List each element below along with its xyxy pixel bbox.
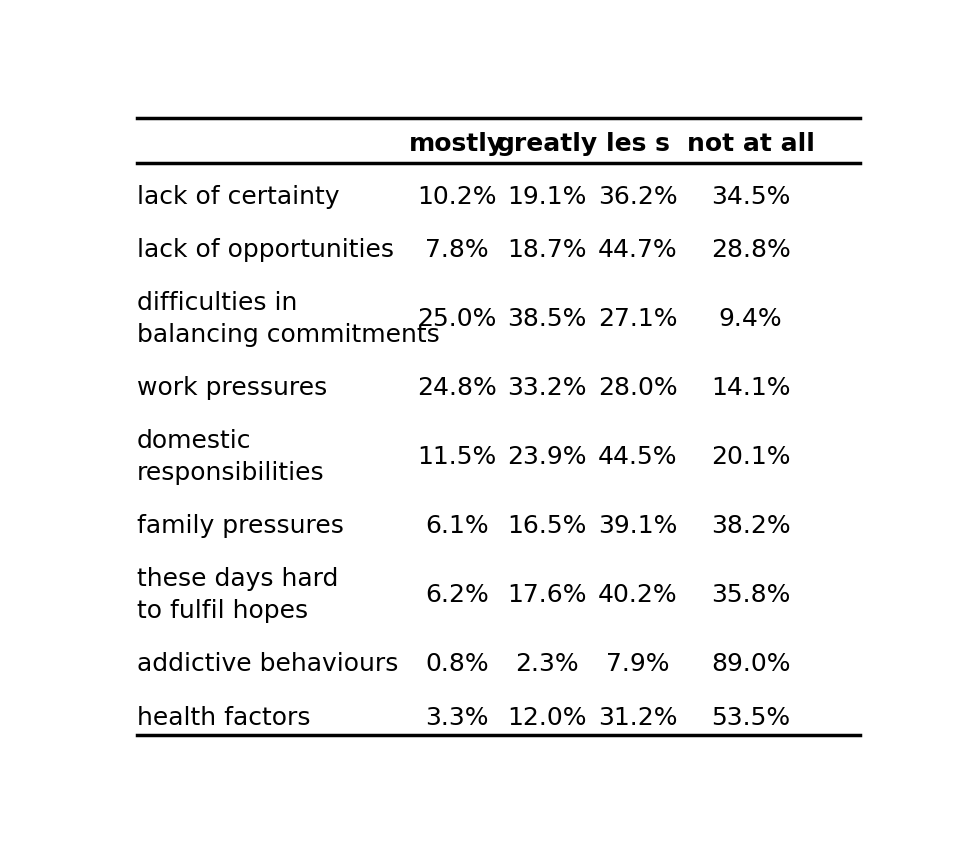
Text: 6.1%: 6.1% — [425, 514, 489, 538]
Text: work pressures: work pressures — [136, 376, 327, 400]
Text: 24.8%: 24.8% — [417, 376, 497, 400]
Text: 35.8%: 35.8% — [711, 583, 790, 607]
Text: 38.5%: 38.5% — [507, 307, 587, 331]
Text: 6.2%: 6.2% — [425, 583, 489, 607]
Text: 12.0%: 12.0% — [507, 706, 587, 730]
Text: 44.5%: 44.5% — [598, 445, 677, 470]
Text: 25.0%: 25.0% — [417, 307, 497, 331]
Text: 9.4%: 9.4% — [718, 307, 782, 331]
Text: 17.6%: 17.6% — [507, 583, 587, 607]
Text: domestic
responsibilities: domestic responsibilities — [136, 430, 325, 485]
Text: 33.2%: 33.2% — [507, 376, 587, 400]
Text: health factors: health factors — [136, 706, 310, 730]
Text: 2.3%: 2.3% — [515, 652, 579, 676]
Text: 23.9%: 23.9% — [507, 445, 587, 470]
Text: 31.2%: 31.2% — [598, 706, 677, 730]
Text: les s: les s — [606, 132, 670, 156]
Text: 34.5%: 34.5% — [711, 184, 790, 209]
Text: difficulties in
balancing commitments: difficulties in balancing commitments — [136, 291, 439, 347]
Text: 44.7%: 44.7% — [598, 238, 677, 262]
Text: 28.8%: 28.8% — [711, 238, 790, 262]
Text: mostly: mostly — [409, 132, 504, 156]
Text: 10.2%: 10.2% — [417, 184, 497, 209]
Text: addictive behaviours: addictive behaviours — [136, 652, 398, 676]
Text: 7.9%: 7.9% — [606, 652, 670, 676]
Text: 39.1%: 39.1% — [598, 514, 677, 538]
Text: 20.1%: 20.1% — [711, 445, 790, 470]
Text: 3.3%: 3.3% — [425, 706, 489, 730]
Text: 16.5%: 16.5% — [507, 514, 587, 538]
Text: 28.0%: 28.0% — [598, 376, 677, 400]
Text: 40.2%: 40.2% — [598, 583, 677, 607]
Text: 36.2%: 36.2% — [598, 184, 677, 209]
Text: 53.5%: 53.5% — [711, 706, 790, 730]
Text: lack of certainty: lack of certainty — [136, 184, 339, 209]
Text: 11.5%: 11.5% — [417, 445, 497, 470]
Text: 27.1%: 27.1% — [598, 307, 677, 331]
Text: these days hard
to fulfil hopes: these days hard to fulfil hopes — [136, 568, 338, 624]
Text: not at all: not at all — [686, 132, 815, 156]
Text: lack of opportunities: lack of opportunities — [136, 238, 394, 262]
Text: greatly: greatly — [497, 132, 598, 156]
Text: 19.1%: 19.1% — [507, 184, 587, 209]
Text: 38.2%: 38.2% — [711, 514, 790, 538]
Text: family pressures: family pressures — [136, 514, 343, 538]
Text: 89.0%: 89.0% — [711, 652, 790, 676]
Text: 18.7%: 18.7% — [507, 238, 587, 262]
Text: 0.8%: 0.8% — [425, 652, 489, 676]
Text: 14.1%: 14.1% — [711, 376, 790, 400]
Text: 7.8%: 7.8% — [425, 238, 489, 262]
